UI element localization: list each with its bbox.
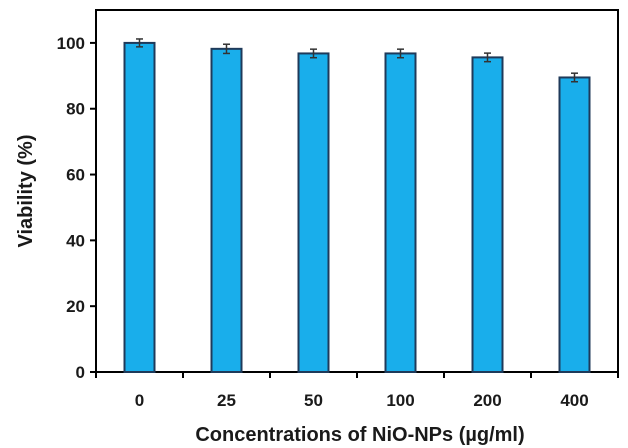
- x-tick-label: 25: [217, 391, 236, 410]
- y-tick-label: 40: [66, 231, 85, 250]
- x-axis-title: Concentrations of NiO-NPs (µg/ml): [195, 424, 524, 446]
- bar-200: [471, 56, 504, 373]
- bar-50: [297, 52, 330, 373]
- bars-layer: [123, 38, 591, 374]
- x-tick-label: 0: [135, 391, 144, 410]
- plot-frame: [95, 9, 619, 373]
- y-tick-label: 100: [57, 34, 85, 53]
- bar-100: [384, 52, 417, 373]
- x-tick-label: 200: [473, 391, 501, 410]
- y-tick-label: 80: [66, 100, 85, 119]
- x-axis: 0 25 50 100 200 400: [95, 372, 619, 410]
- y-axis-title: Viability (%): [15, 135, 37, 248]
- y-tick-label: 60: [66, 166, 85, 185]
- y-tick-label: 20: [66, 297, 85, 316]
- y-axis: 0 20 40 60 80 100: [57, 34, 96, 382]
- x-tick-label: 50: [304, 391, 323, 410]
- bar-25: [210, 47, 243, 373]
- y-tick-label: 0: [76, 363, 85, 382]
- x-tick-label: 100: [386, 391, 414, 410]
- bar-400: [558, 76, 591, 374]
- x-tick-label: 400: [560, 391, 588, 410]
- bar-0: [123, 41, 156, 374]
